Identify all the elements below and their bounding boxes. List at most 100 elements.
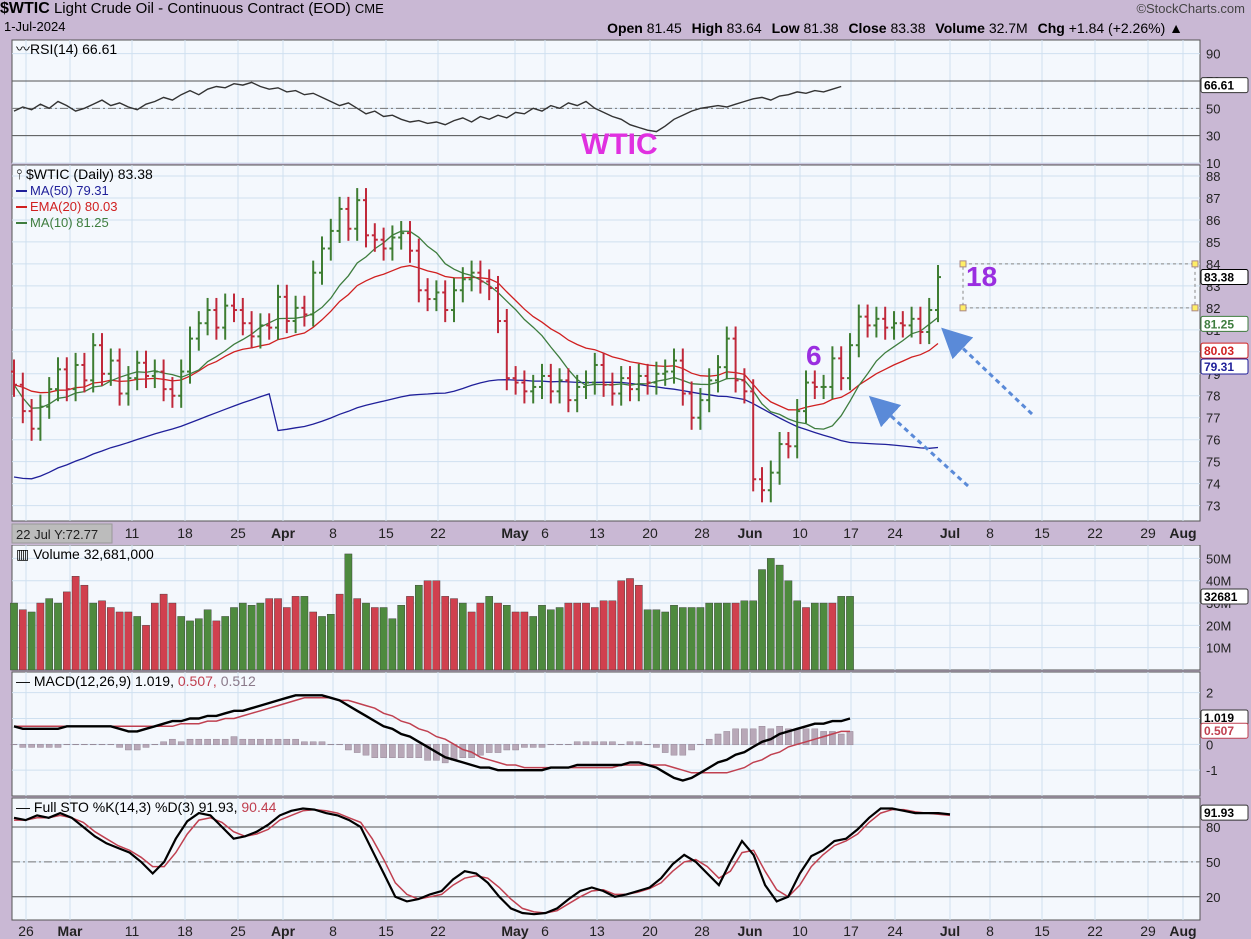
volume-bar [758, 569, 766, 671]
macd-histogram-bar [353, 744, 361, 753]
macd-histogram-bar [195, 738, 203, 746]
volume-bar [705, 602, 714, 671]
macd-histogram-bar [116, 744, 123, 748]
x-tick-label: 29 [1140, 525, 1156, 541]
rsi-last-value-box [1200, 77, 1249, 94]
volume-bar [450, 598, 458, 671]
x-tick-label: Apr [271, 525, 296, 541]
x-tick-label: 24 [887, 525, 903, 541]
macd-histogram-bar [89, 744, 97, 746]
sto-k-line [13, 807, 951, 916]
x-tick-label: 11 [125, 525, 140, 541]
x-tick-label: Jul [940, 525, 960, 541]
macd-histogram-bar [283, 738, 291, 746]
x-tick-label: 8 [986, 525, 994, 541]
x-tick-label: 17 [843, 525, 859, 541]
price-badge: 83.38 [1204, 271, 1234, 285]
range-box-handle [1191, 260, 1199, 268]
volume-bar [150, 602, 159, 671]
macd-histogram-bar [424, 744, 431, 761]
y-tick-label: 76 [1206, 433, 1220, 448]
macd-histogram-bar [327, 744, 335, 746]
x-tick-label: 25 [230, 525, 246, 541]
macd-histogram-bar [485, 744, 493, 753]
volume-bar [203, 609, 212, 671]
macd-histogram-bar [72, 744, 79, 746]
macd-histogram-bar [54, 744, 62, 748]
macd-histogram-bar [239, 738, 247, 746]
macd-histogram-bar [556, 744, 563, 746]
cursor-label-box [11, 523, 113, 544]
volume-bar [766, 558, 775, 671]
macd-histogram-bar [10, 744, 18, 746]
ohlc-value: 83.38 [890, 20, 930, 36]
macd-histogram-bar [81, 744, 88, 746]
x-tick-label: 13 [589, 923, 605, 939]
macd-histogram-bar [547, 744, 555, 746]
volume-bar [837, 596, 846, 671]
y-tick-label: 10 [1206, 156, 1220, 171]
x-tick-label: Jun [738, 923, 763, 939]
volume-bar [511, 611, 520, 671]
price-badge: 79.31 [1204, 360, 1234, 374]
x-tick-label: 29 [1140, 923, 1156, 939]
x-tick-label: 8 [986, 923, 994, 939]
volume-bar [397, 605, 406, 671]
macd-signal-last-value-box [1200, 722, 1249, 739]
macd-histogram-bar [336, 744, 343, 746]
volume-bar [546, 609, 555, 671]
volume-bar [775, 564, 784, 671]
sto-title-part: 90.44 [241, 799, 276, 815]
volume-bar [159, 593, 168, 671]
x-tick-label: 18 [177, 525, 193, 541]
x-tick-label: 15 [1034, 525, 1050, 541]
y-tick-label: -1 [1206, 763, 1218, 778]
x-tick-label: 13 [589, 525, 605, 541]
y-tick-label: 84 [1206, 257, 1220, 272]
ohlc-label: Close [848, 20, 891, 36]
volume-bar [802, 607, 810, 671]
price-badge-box [1200, 342, 1249, 359]
y-tick-label: 78 [1206, 389, 1220, 404]
macd-histogram-bar [98, 744, 106, 746]
rsi-line [13, 81, 842, 133]
ohlc-value: 81.45 [646, 20, 686, 36]
ohlc-label: Volume [935, 20, 989, 36]
y-tick-label: 90 [1206, 47, 1220, 62]
volume-bar [18, 609, 27, 671]
x-tick-label: Jul [940, 923, 960, 939]
macd-histogram-bar [749, 728, 757, 746]
macd-histogram-bar [142, 744, 150, 748]
volume-bar [62, 591, 71, 671]
x-tick-label: 8 [329, 923, 337, 939]
volume-bar [379, 607, 388, 671]
y-tick-label: 50 [1206, 101, 1220, 116]
range-box-handle [959, 260, 967, 268]
y-tick-label: 0 [1206, 737, 1213, 752]
macd-histogram-bar [362, 744, 370, 756]
macd-histogram-bar [494, 744, 502, 753]
volume-bar [300, 596, 309, 671]
x-axis-band [0, 523, 1251, 545]
y-tick-label: 75 [1206, 455, 1220, 470]
macd-histogram-bar [318, 741, 326, 746]
volume-bar [678, 607, 687, 671]
volume-bar [344, 553, 353, 671]
volume-bar [494, 602, 502, 671]
volume-bar [661, 611, 670, 671]
macd-histogram-bar [793, 728, 801, 746]
sto-title: — Full STO %K(14,3) %D(3) 91.93, 90.44 [16, 799, 277, 815]
macd-histogram-bar [292, 738, 299, 746]
price-title: ⫯ $WTIC (Daily) 83.38 [16, 166, 153, 182]
range-box-handle [959, 304, 967, 312]
macd-histogram-bar [37, 744, 44, 748]
count-18-annotation: 18 [966, 261, 997, 292]
volume-bar [194, 618, 203, 671]
volume-bar [98, 600, 106, 671]
macd-histogram-bar [512, 744, 519, 751]
x-tick-label: 17 [843, 923, 859, 939]
y-tick-label: 86 [1206, 213, 1220, 228]
macd-title-part: 0.507, [178, 673, 221, 689]
y-tick-label: 87 [1206, 191, 1220, 206]
macd-histogram-bar [397, 744, 405, 758]
